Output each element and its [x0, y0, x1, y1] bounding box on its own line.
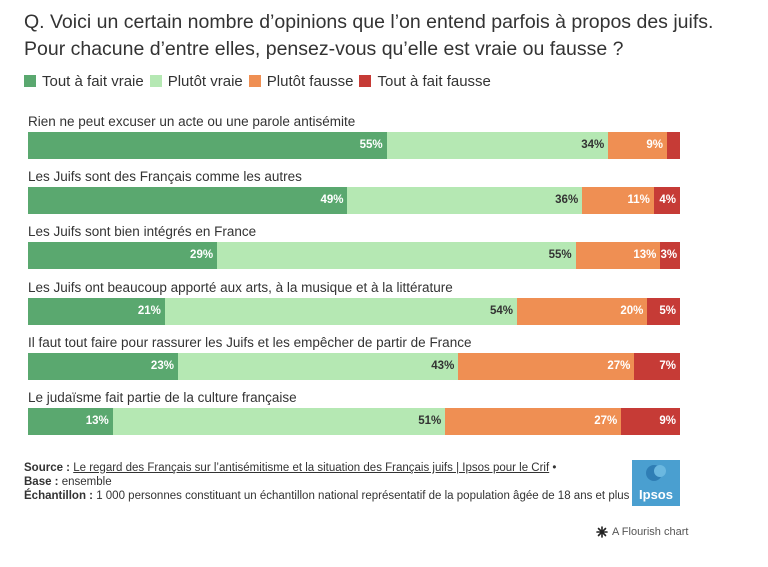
- legend-label: Tout à fait vraie: [42, 72, 144, 90]
- legend-swatch: [248, 75, 261, 87]
- bar-segment[interactable]: [112, 408, 446, 435]
- bar-value-label: 4%: [659, 194, 676, 207]
- sample-line: Échantillon : 1 000 personnes constituan…: [24, 489, 629, 503]
- bar-segment[interactable]: [386, 132, 609, 159]
- legend: Tout à fait vraie Plutôt vraie Plutôt faus…: [24, 71, 497, 91]
- source-link[interactable]: Le regard des Français sur l’antisémitis…: [73, 462, 550, 474]
- bar-segment[interactable]: [666, 132, 681, 159]
- legend-label: Plutôt fausse: [266, 72, 354, 90]
- legend-label: Tout à fait fausse: [377, 72, 491, 90]
- legend-swatch: [359, 75, 372, 87]
- bar-segment[interactable]: [634, 352, 681, 380]
- source-label: Source :: [24, 462, 71, 474]
- legend-swatch: [149, 75, 162, 87]
- legend-label: Plutôt vraie: [167, 72, 243, 90]
- ipsos-logo-text: Ipsos: [639, 487, 673, 502]
- bar-value-label: 13%: [633, 249, 657, 262]
- ipsos-logo: Ipsos: [632, 460, 680, 506]
- bar-segment[interactable]: [582, 187, 655, 215]
- bar-segment[interactable]: [653, 187, 681, 215]
- category-label: Rien ne peut excuser un acte ou une paro…: [28, 114, 356, 129]
- source-line: Source : Le regard des Français sur l’an…: [24, 461, 629, 475]
- bar-value-label: 27%: [594, 415, 618, 427]
- flourish-text: A Flourish chart: [612, 526, 689, 538]
- bar-segment[interactable]: [28, 297, 166, 325]
- bar-value-label: 49%: [320, 194, 344, 207]
- bar-row: 55% 34% 9%: [28, 132, 681, 159]
- bar-value-label: 29%: [190, 249, 214, 262]
- flourish-credit[interactable]: A Flourish chart: [596, 526, 688, 538]
- category-label: Les Juifs sont bien intégrés en France: [28, 224, 257, 240]
- bar-segment[interactable]: [164, 297, 518, 325]
- legend-item[interactable]: Tout à fait fausse: [359, 72, 491, 90]
- bar-segment[interactable]: [28, 132, 388, 159]
- bar-value-label: 51%: [418, 415, 442, 427]
- ipsos-logo-icon: [646, 465, 666, 481]
- legend-item[interactable]: Tout à fait vraie: [24, 73, 144, 90]
- legend-item[interactable]: Plutôt fausse: [248, 72, 354, 90]
- bar-value-label: 55%: [359, 139, 383, 151]
- bar-value-label: 9%: [659, 415, 676, 427]
- category-label: Il faut tout faire pour rassurer les Jui…: [28, 334, 472, 350]
- bar-segment[interactable]: [445, 408, 622, 435]
- bar-value-label: 55%: [548, 249, 572, 262]
- source-suffix: •: [549, 462, 557, 474]
- bar-value-label: 21%: [137, 304, 161, 317]
- bar-value-label: 27%: [607, 359, 631, 372]
- legend-item[interactable]: Plutôt vraie: [149, 72, 243, 90]
- bar-segment[interactable]: [575, 242, 661, 270]
- bar-value-label: 3%: [660, 249, 678, 262]
- bar-value-label: 5%: [659, 304, 676, 317]
- base-label: Base :: [24, 476, 59, 488]
- bar-value-label: 20%: [620, 304, 644, 317]
- legend-swatch: [24, 75, 36, 87]
- bar-row: 29% 55% 13% 3%: [28, 242, 681, 270]
- bar-segment[interactable]: [458, 352, 635, 380]
- sample-value: 1 000 personnes constituant un échantill…: [93, 490, 630, 502]
- bar-value-label: 9%: [646, 139, 663, 151]
- category-label: Les Juifs sont des Français comme les au…: [28, 169, 302, 185]
- bar-value-label: 43%: [431, 359, 455, 372]
- category-label: Le judaïsme fait partie de la culture fr…: [28, 390, 297, 405]
- bar-value-label: 11%: [627, 194, 650, 207]
- base-value: ensemble: [58, 476, 112, 488]
- bar-segment[interactable]: [28, 352, 179, 380]
- bar-value-label: 13%: [85, 415, 109, 427]
- bar-row: 21% 54% 20% 5%: [28, 297, 681, 325]
- bar-row: 13% 51% 27% 9%: [28, 408, 681, 435]
- bar-segment[interactable]: [217, 242, 577, 270]
- bar-value-label: 54%: [489, 304, 513, 317]
- base-line: Base : ensemble: [24, 475, 629, 489]
- bar-segment[interactable]: [28, 408, 114, 435]
- bar-segment[interactable]: [28, 242, 218, 270]
- bar-value-label: 7%: [659, 359, 676, 372]
- bar-value-label: 34%: [581, 139, 605, 151]
- bar-segment[interactable]: [621, 408, 681, 435]
- sample-label: Échantillon :: [24, 490, 93, 502]
- bar-segment[interactable]: [28, 187, 348, 215]
- bar-segment[interactable]: [647, 297, 681, 325]
- bar-segment[interactable]: [177, 352, 459, 380]
- category-label: Les Juifs ont beaucoup apporté aux arts,…: [28, 279, 453, 295]
- bar-segment[interactable]: [660, 242, 681, 270]
- bar-value-label: 36%: [555, 194, 579, 207]
- footer: Source : Le regard des Français sur l’an…: [24, 461, 629, 503]
- flourish-icon: [596, 526, 608, 538]
- bar-segment[interactable]: [608, 132, 668, 159]
- bar-segment[interactable]: [347, 187, 583, 215]
- bar-segment[interactable]: [517, 297, 648, 325]
- bar-row: 49% 36% 11% 4%: [28, 187, 681, 215]
- chart-title: Q. Voici un certain nombre d’opinions qu…: [24, 11, 714, 60]
- bar-row: 23% 43% 27% 7%: [28, 352, 681, 380]
- bar-value-label: 23%: [150, 359, 174, 372]
